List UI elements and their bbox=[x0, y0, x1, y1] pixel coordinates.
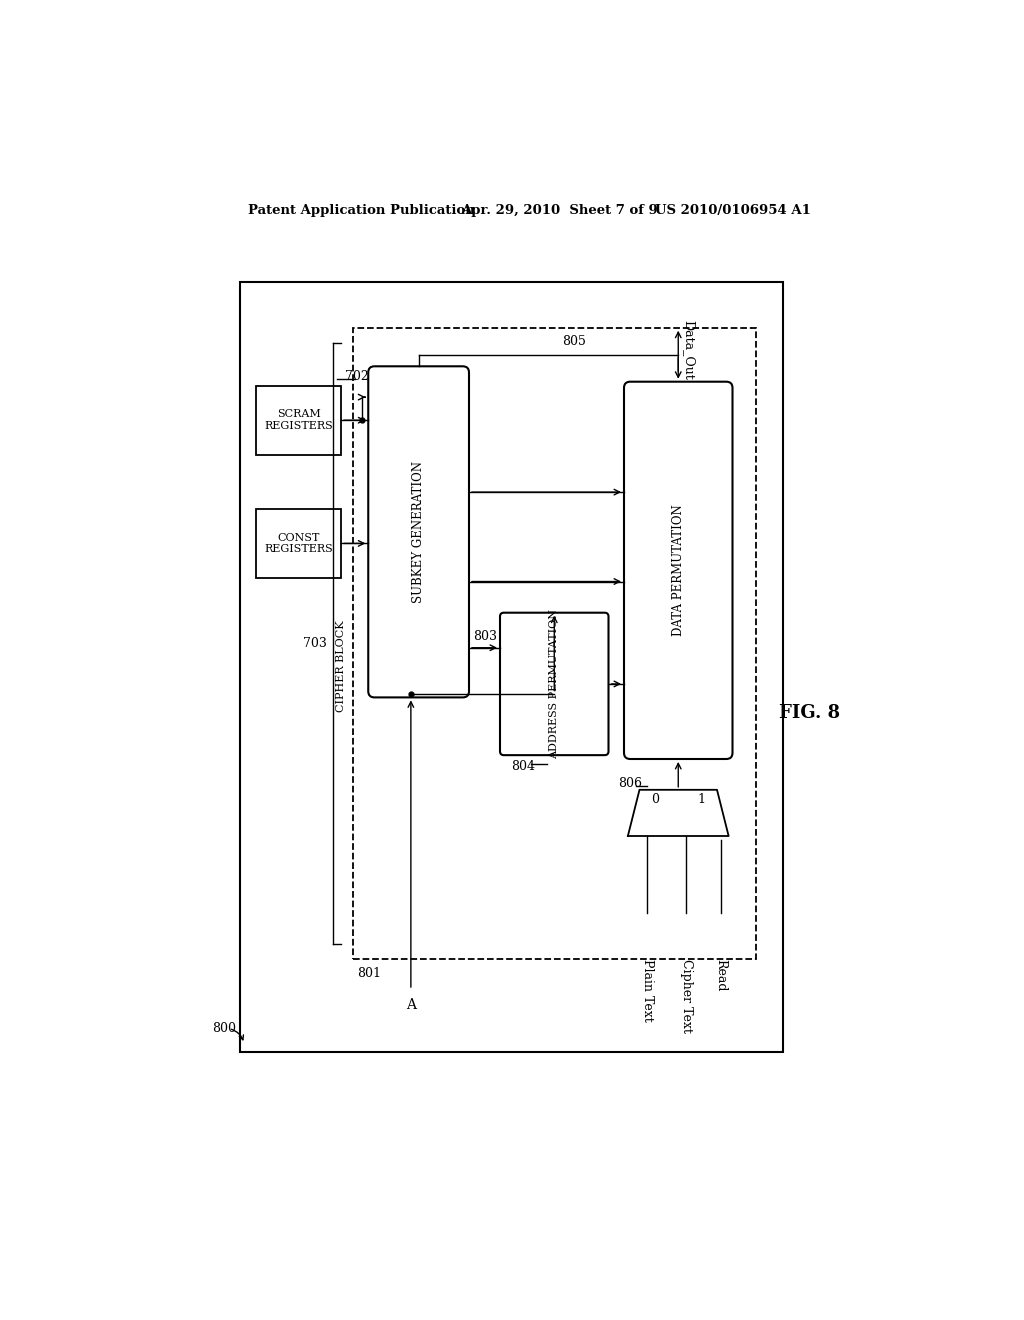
Text: 0: 0 bbox=[651, 792, 659, 805]
FancyBboxPatch shape bbox=[624, 381, 732, 759]
Polygon shape bbox=[628, 789, 729, 836]
Text: 703: 703 bbox=[303, 638, 328, 649]
Text: Cipher Text: Cipher Text bbox=[680, 960, 692, 1034]
Bar bbox=[256, 385, 341, 455]
Text: 1: 1 bbox=[697, 792, 706, 805]
Text: Read: Read bbox=[715, 960, 727, 991]
Text: DATA PERMUTATION: DATA PERMUTATION bbox=[672, 504, 685, 636]
FancyBboxPatch shape bbox=[500, 612, 608, 755]
Bar bbox=[256, 508, 341, 578]
Text: Patent Application Publication: Patent Application Publication bbox=[248, 205, 475, 218]
Text: 800: 800 bbox=[212, 1022, 236, 1035]
Text: FIG. 8: FIG. 8 bbox=[779, 704, 841, 722]
FancyBboxPatch shape bbox=[369, 367, 469, 697]
Text: A: A bbox=[406, 998, 416, 1012]
Text: SUBKEY GENERATION: SUBKEY GENERATION bbox=[412, 461, 425, 603]
Text: 803: 803 bbox=[473, 631, 497, 643]
Text: Plain Text: Plain Text bbox=[641, 960, 653, 1022]
Text: ADDRESS PERMUTATION: ADDRESS PERMUTATION bbox=[549, 609, 559, 759]
Text: SCRAM
REGISTERS: SCRAM REGISTERS bbox=[264, 409, 333, 432]
Text: Data_Out: Data_Out bbox=[682, 321, 695, 380]
Text: 806: 806 bbox=[617, 777, 642, 791]
Text: Apr. 29, 2010  Sheet 7 of 9: Apr. 29, 2010 Sheet 7 of 9 bbox=[461, 205, 658, 218]
Text: 801: 801 bbox=[356, 966, 381, 979]
Bar bbox=[352, 327, 756, 960]
Text: 804: 804 bbox=[512, 760, 536, 774]
Text: 702: 702 bbox=[345, 370, 369, 383]
Text: CONST
REGISTERS: CONST REGISTERS bbox=[264, 532, 333, 554]
Bar bbox=[241, 281, 783, 1052]
Text: US 2010/0106954 A1: US 2010/0106954 A1 bbox=[655, 205, 811, 218]
Text: 805: 805 bbox=[562, 335, 586, 348]
Text: CIPHER BLOCK: CIPHER BLOCK bbox=[336, 620, 346, 713]
